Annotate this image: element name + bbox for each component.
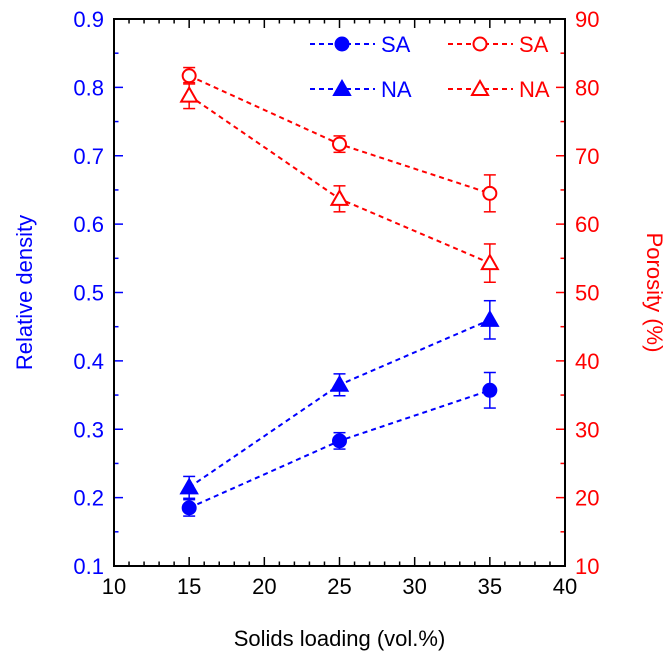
- legend-item-na-right: NA: [448, 77, 550, 102]
- series-na-left: [179, 299, 500, 500]
- tick-labels: 10 15 20 25 30 35 40 0.1 0.2 0.3 0.4 0.5 0.6 0.7 0.8 0.…: [73, 7, 599, 599]
- left-y-axis-title: Relative density: [12, 215, 37, 370]
- right-y-tick-label: 30: [575, 417, 599, 442]
- x-tick-label: 30: [402, 574, 426, 599]
- left-y-tick-label: 0.3: [73, 417, 104, 442]
- data-point: [179, 477, 199, 495]
- legend-label: SA: [519, 32, 549, 57]
- legend-marker: [332, 78, 352, 96]
- x-tick-label: 35: [478, 574, 502, 599]
- plot-frame: [113, 18, 566, 567]
- legend-item-na-left: NA: [310, 77, 412, 102]
- data-point: [179, 85, 199, 103]
- data-point: [332, 136, 347, 152]
- legend-item-sa-right: SA: [448, 32, 549, 57]
- data-point: [482, 382, 498, 398]
- data-point: [480, 253, 500, 271]
- series-sa-left: [181, 371, 498, 517]
- right-y-tick-label: 20: [575, 486, 599, 511]
- data-point: [332, 433, 347, 449]
- left-y-tick-label: 0.5: [73, 281, 104, 306]
- data-point: [181, 68, 197, 84]
- legend-marker: [470, 78, 490, 96]
- legend-label: NA: [381, 77, 412, 102]
- x-tick-label: 40: [553, 574, 577, 599]
- left-y-tick-label: 0.6: [73, 212, 104, 237]
- left-y-tick-label: 0.7: [73, 144, 104, 169]
- right-y-tick-label: 40: [575, 349, 599, 374]
- x-tick-label: 10: [102, 574, 126, 599]
- x-axis-title: Solids loading (vol.%): [234, 626, 446, 651]
- legend-item-sa-left: SA: [310, 32, 411, 57]
- right-y-tick-label: 50: [575, 281, 599, 306]
- legend-marker: [334, 36, 350, 52]
- right-y-axis-title: Porosity (%): [642, 233, 663, 353]
- legend-label: NA: [519, 77, 550, 102]
- left-y-tick-label: 0.1: [73, 554, 104, 579]
- right-y-tick-label: 60: [575, 212, 599, 237]
- right-y-tick-label: 90: [575, 7, 599, 32]
- right-y-tick-label: 10: [575, 554, 599, 579]
- series-sa-right: [181, 66, 498, 213]
- x-tick-label: 15: [177, 574, 201, 599]
- series-line: [188, 318, 491, 489]
- legend: SA NA SA NA: [310, 32, 550, 102]
- right-y-tick-label: 80: [575, 75, 599, 100]
- data-point: [329, 374, 350, 392]
- left-y-tick-label: 0.9: [73, 7, 104, 32]
- legend-label: SA: [381, 32, 411, 57]
- data-point: [329, 188, 350, 206]
- right-y-tick-label: 70: [575, 144, 599, 169]
- legend-marker: [472, 36, 488, 52]
- data-point: [480, 309, 500, 327]
- data-point: [181, 500, 197, 516]
- series-line: [188, 94, 491, 265]
- data-point: [482, 185, 498, 201]
- x-tick-label: 25: [327, 574, 351, 599]
- left-y-tick-label: 0.8: [73, 75, 104, 100]
- x-tick-label: 20: [252, 574, 276, 599]
- left-y-tick-label: 0.4: [73, 349, 104, 374]
- series-layer: [179, 66, 500, 517]
- left-y-tick-label: 0.2: [73, 486, 104, 511]
- series-na-right: [179, 81, 500, 283]
